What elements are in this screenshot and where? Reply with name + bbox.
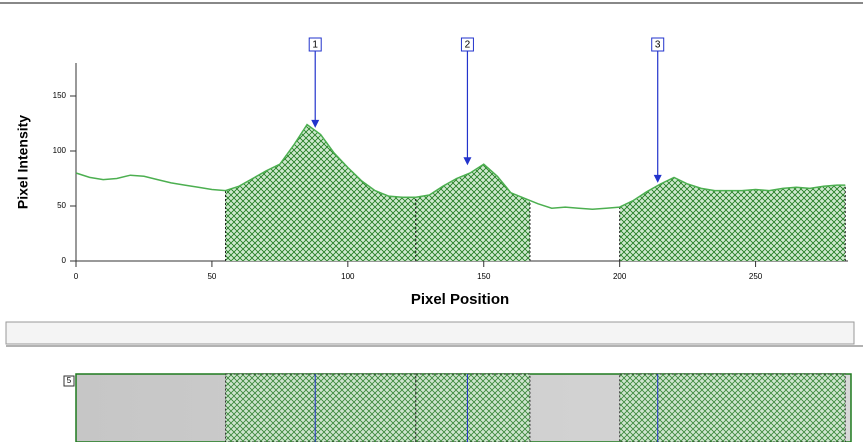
x-axis-label: Pixel Position xyxy=(411,291,509,308)
x-tick-label: 50 xyxy=(207,272,216,281)
y-tick-label: 100 xyxy=(53,146,67,155)
peak-region xyxy=(226,125,416,261)
x-tick-label: 150 xyxy=(477,272,491,281)
annotation-label: 1 xyxy=(312,40,318,51)
y-tick-label: 50 xyxy=(57,201,66,210)
lane-label: 5 xyxy=(67,376,72,385)
x-tick-label: 0 xyxy=(74,272,79,281)
y-tick-label: 0 xyxy=(62,256,67,265)
y-tick-label: 150 xyxy=(53,91,67,100)
y-axis-label: Pixel Intensity xyxy=(15,115,31,209)
x-tick-label: 250 xyxy=(749,272,763,281)
page: {"chart_data": {"type": "line", "x_label… xyxy=(0,0,863,442)
lane-region xyxy=(416,374,530,442)
screenshot: Pixel Intensity Pixel Position 050100150… xyxy=(0,0,863,442)
lane-region xyxy=(226,374,416,442)
arrow-head xyxy=(463,157,471,165)
peak-region xyxy=(416,164,530,261)
lane-region xyxy=(620,374,846,442)
x-tick-label: 100 xyxy=(341,272,355,281)
x-tick-label: 200 xyxy=(613,272,627,281)
scrollbar[interactable] xyxy=(6,322,854,344)
arrow-head xyxy=(654,175,662,183)
arrow-head xyxy=(311,120,319,128)
annotation-label: 2 xyxy=(465,40,471,51)
annotation-label: 3 xyxy=(655,40,661,51)
